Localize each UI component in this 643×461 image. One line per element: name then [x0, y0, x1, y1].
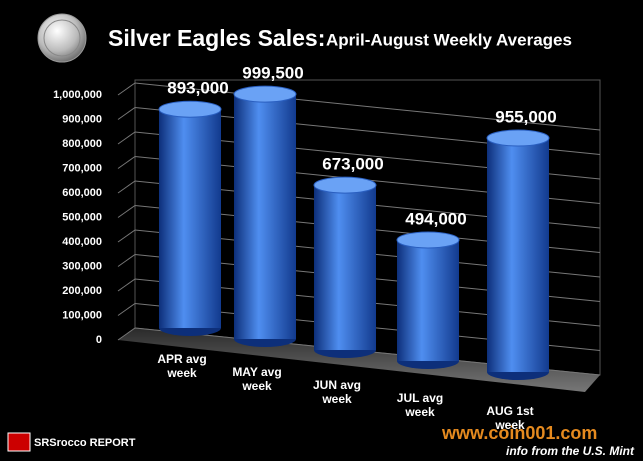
- bar: [159, 109, 221, 328]
- grid-line: [117, 106, 601, 155]
- grid-line: [117, 82, 601, 131]
- y-tick-label: 100,000: [62, 309, 102, 321]
- floor: [118, 328, 600, 392]
- y-tick-label: 500,000: [62, 211, 102, 223]
- bar: [314, 185, 376, 350]
- y-tick-label: 200,000: [62, 285, 102, 297]
- x-tick-label: JUN avg week: [312, 378, 362, 406]
- grid-line: [117, 131, 601, 180]
- value-label: 494,000: [405, 209, 466, 228]
- value-label: 673,000: [322, 155, 383, 174]
- logo-icon: [7, 432, 31, 452]
- bar-top: [486, 129, 550, 147]
- bar-top: [233, 85, 297, 103]
- x-tick-label: JUL avg week: [396, 391, 444, 419]
- bar-top: [396, 231, 460, 249]
- y-tick-label: 300,000: [62, 260, 102, 272]
- bar-top: [313, 176, 377, 194]
- y-tick-label: 900,000: [62, 113, 102, 125]
- y-tick-label: 800,000: [62, 138, 102, 150]
- bar-top: [158, 100, 222, 118]
- value-label: 999,500: [242, 64, 303, 83]
- y-tick-label: 600,000: [62, 187, 102, 199]
- value-label: 955,000: [495, 108, 556, 127]
- bar: [234, 94, 296, 339]
- logo: SRSrocco REPORT: [34, 437, 136, 449]
- grid-line: [117, 155, 601, 204]
- x-tick-label: APR avg week: [157, 352, 207, 380]
- y-tick-label: 400,000: [62, 236, 102, 248]
- coin-ring: [43, 19, 81, 57]
- watermark: www.coin001.com: [441, 423, 597, 443]
- x-tick-label: AUG 1st week: [486, 404, 534, 432]
- bar: [397, 239, 459, 361]
- coin-icon: [37, 13, 87, 63]
- chart-subtitle: April-August Weekly Averages: [326, 30, 572, 49]
- x-tick-label: MAY avg week: [232, 365, 282, 393]
- grid-line: [117, 180, 601, 229]
- y-tick-label: 0: [96, 334, 102, 346]
- footer: info from the U.S. Mint: [506, 444, 635, 458]
- bar: [487, 138, 549, 372]
- chart-title: Silver Eagles Sales:: [108, 25, 325, 51]
- value-label: 893,000: [167, 79, 228, 98]
- y-tick-label: 1,000,000: [53, 89, 102, 101]
- y-tick-label: 700,000: [62, 162, 102, 174]
